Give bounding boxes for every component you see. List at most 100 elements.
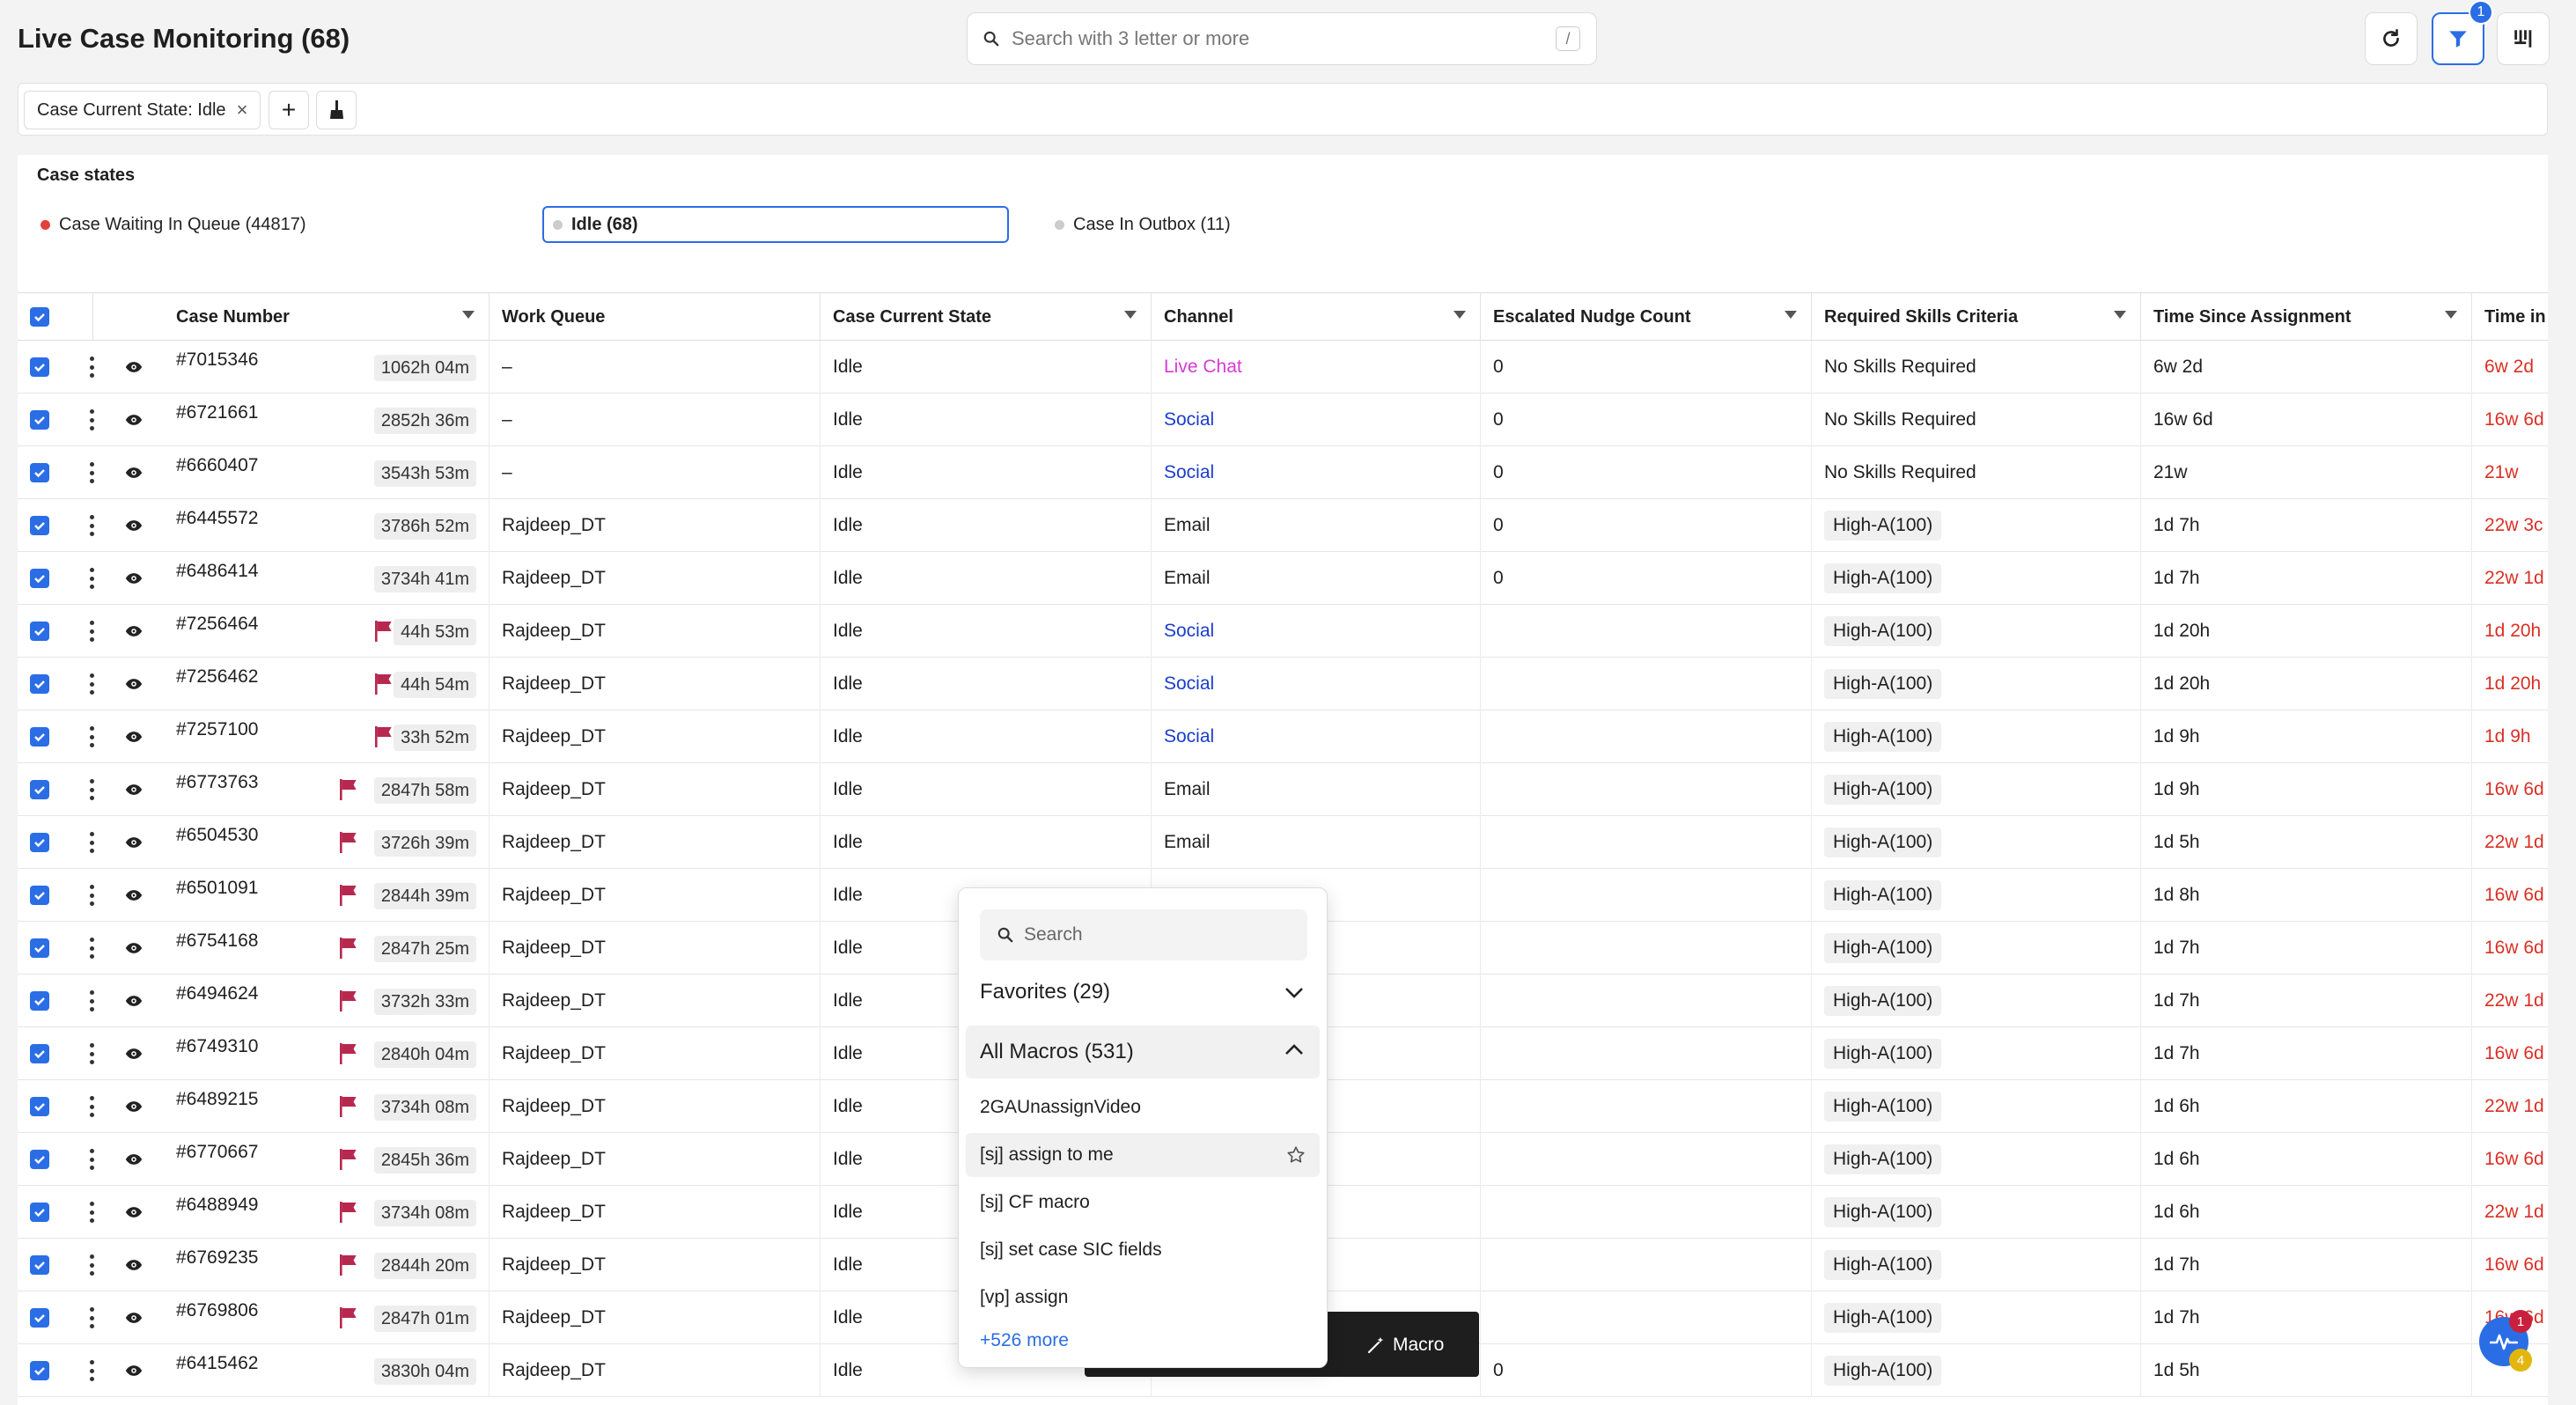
column-settings-button[interactable]	[2497, 12, 2550, 65]
table-row[interactable]: #7256464 44h 53m Rajdeep_DT Idle Social High-…	[18, 605, 2548, 658]
case-number[interactable]: #6488949	[176, 1195, 259, 1215]
case-number[interactable]: #6754168	[176, 931, 259, 951]
row-menu-icon[interactable]	[90, 621, 95, 642]
row-menu-icon[interactable]	[90, 1307, 95, 1328]
row-menu-icon[interactable]	[90, 462, 95, 483]
case-number[interactable]: #6770667	[176, 1142, 259, 1162]
row-menu-icon[interactable]	[90, 515, 95, 536]
row-menu-icon[interactable]	[90, 1254, 95, 1276]
case-number[interactable]: #6489215	[176, 1089, 259, 1109]
case-number-cell[interactable]: #6754168 2847h 25m	[164, 922, 489, 975]
chevron-down-icon[interactable]	[1124, 311, 1137, 319]
column-header-case-number[interactable]: Case Number	[164, 293, 489, 341]
chevron-down-icon[interactable]	[462, 311, 475, 319]
filter-button[interactable]	[2432, 12, 2484, 65]
case-number[interactable]: #7257100	[176, 719, 259, 739]
filter-chip-case-state[interactable]: Case Current State: Idle ×	[24, 91, 261, 129]
eye-icon[interactable]	[125, 1309, 143, 1327]
case-number[interactable]: #6494624	[176, 983, 259, 1004]
case-number[interactable]: #6501091	[176, 878, 259, 898]
table-row[interactable]: #6660407 3543h 53m – Idle Social 0 No Skills R…	[18, 446, 2548, 499]
row-checkbox[interactable]	[30, 780, 49, 799]
row-checkbox[interactable]	[30, 886, 49, 905]
case-number-cell[interactable]: #6415462 3830h 04m	[164, 1344, 489, 1397]
case-number-cell[interactable]: #6494624 3732h 33m	[164, 975, 489, 1027]
eye-icon[interactable]	[125, 1362, 143, 1379]
row-menu-icon[interactable]	[90, 1360, 95, 1381]
column-header-required-skills[interactable]: Required Skills Criteria	[1812, 293, 2141, 341]
row-menu-icon[interactable]	[90, 1202, 95, 1223]
row-checkbox[interactable]	[30, 1150, 49, 1169]
case-number-cell[interactable]: #6721661 2852h 36m	[164, 394, 489, 446]
eye-icon[interactable]	[125, 781, 143, 798]
eye-icon[interactable]	[125, 358, 143, 376]
row-checkbox[interactable]	[30, 1361, 49, 1380]
chevron-down-icon[interactable]	[2445, 311, 2457, 319]
channel-value[interactable]: Social	[1164, 726, 1215, 747]
row-checkbox[interactable]	[30, 569, 49, 588]
row-menu-icon[interactable]	[90, 726, 95, 747]
channel-value[interactable]: Social	[1164, 409, 1215, 430]
row-checkbox[interactable]	[30, 1203, 49, 1222]
case-state-idle[interactable]: Idle (68)	[542, 206, 1009, 243]
table-row[interactable]: #6754168 2847h 25m Rajdeep_DT Idle High-A(10…	[18, 922, 2548, 975]
macro-all-section[interactable]: All Macros (531)	[966, 1026, 1320, 1078]
case-number[interactable]: #7256462	[176, 666, 259, 687]
case-number-cell[interactable]: #7256464 44h 53m	[164, 605, 489, 658]
row-checkbox[interactable]	[30, 410, 49, 430]
row-menu-icon[interactable]	[90, 779, 95, 800]
case-number[interactable]: #7015346	[176, 349, 259, 370]
case-number-cell[interactable]: #6770667 2845h 36m	[164, 1133, 489, 1186]
row-checkbox[interactable]	[30, 1255, 49, 1275]
channel-value[interactable]: Social	[1164, 462, 1215, 482]
eye-icon[interactable]	[125, 570, 143, 587]
column-header-work-queue[interactable]: Work Queue	[489, 293, 821, 341]
table-row[interactable]: #7015346 1062h 04m – Idle Live Chat 0 No Skill…	[18, 341, 2548, 394]
case-number-cell[interactable]: #6504530 3726h 39m	[164, 816, 489, 869]
eye-icon[interactable]	[125, 1256, 143, 1274]
row-menu-icon[interactable]	[90, 938, 95, 959]
case-number-cell[interactable]: #6488949 3734h 08m	[164, 1186, 489, 1239]
row-checkbox[interactable]	[30, 833, 49, 852]
table-row[interactable]: #6773763 2847h 58m Rajdeep_DT Idle Email High…	[18, 763, 2548, 816]
case-number[interactable]: #6415462	[176, 1353, 259, 1373]
close-icon[interactable]: ×	[236, 99, 248, 121]
macro-item[interactable]: [sj] assign to me	[966, 1133, 1320, 1177]
macro-item[interactable]: [sj] CF macro	[966, 1181, 1320, 1225]
add-filter-button[interactable]: +	[269, 91, 309, 129]
macro-more-link[interactable]: +526 more	[980, 1330, 1069, 1350]
row-checkbox[interactable]	[30, 991, 49, 1011]
eye-icon[interactable]	[125, 464, 143, 482]
row-menu-icon[interactable]	[90, 1043, 95, 1064]
row-menu-icon[interactable]	[90, 990, 95, 1011]
channel-value[interactable]: Social	[1164, 673, 1215, 694]
channel-value[interactable]: Social	[1164, 621, 1215, 641]
case-number-cell[interactable]: #6445572 3786h 52m	[164, 499, 489, 552]
table-row[interactable]: #6445572 3786h 52m Rajdeep_DT Idle Email 0 Hig…	[18, 499, 2548, 552]
case-number[interactable]: #6773763	[176, 772, 259, 792]
macro-search-input[interactable]: Search	[980, 909, 1307, 960]
case-number[interactable]: #6660407	[176, 455, 259, 475]
chevron-down-icon[interactable]	[1454, 311, 1466, 319]
eye-icon[interactable]	[125, 728, 143, 746]
case-number-cell[interactable]: #7015346 1062h 04m	[164, 341, 489, 394]
table-row[interactable]: #6415462 3830h 04m Rajdeep_DT Idle 0 High-A(1…	[18, 1344, 2548, 1397]
eye-icon[interactable]	[125, 675, 143, 693]
table-row[interactable]: #6721661 2852h 36m – Idle Social 0 No Skills R…	[18, 394, 2548, 446]
case-number[interactable]: #6721661	[176, 402, 259, 423]
column-header-time-in[interactable]: Time in	[2472, 293, 2548, 341]
row-checkbox[interactable]	[30, 1097, 49, 1116]
eye-icon[interactable]	[125, 992, 143, 1010]
table-row[interactable]: #7257100 33h 52m Rajdeep_DT Idle Social High-…	[18, 710, 2548, 763]
case-number[interactable]: #6769806	[176, 1300, 259, 1320]
chevron-down-icon[interactable]	[1785, 311, 1797, 319]
eye-icon[interactable]	[125, 1151, 143, 1168]
column-header-time-since-assignment[interactable]: Time Since Assignment	[2141, 293, 2472, 341]
case-number-cell[interactable]: #6769806 2847h 01m	[164, 1291, 489, 1344]
row-menu-icon[interactable]	[90, 885, 95, 906]
row-menu-icon[interactable]	[90, 1096, 95, 1117]
case-number-cell[interactable]: #7257100 33h 52m	[164, 710, 489, 763]
case-number-cell[interactable]: #6769235 2844h 20m	[164, 1239, 489, 1291]
search-input[interactable]: Search with 3 letter or more /	[967, 12, 1597, 65]
row-checkbox[interactable]	[30, 516, 49, 535]
